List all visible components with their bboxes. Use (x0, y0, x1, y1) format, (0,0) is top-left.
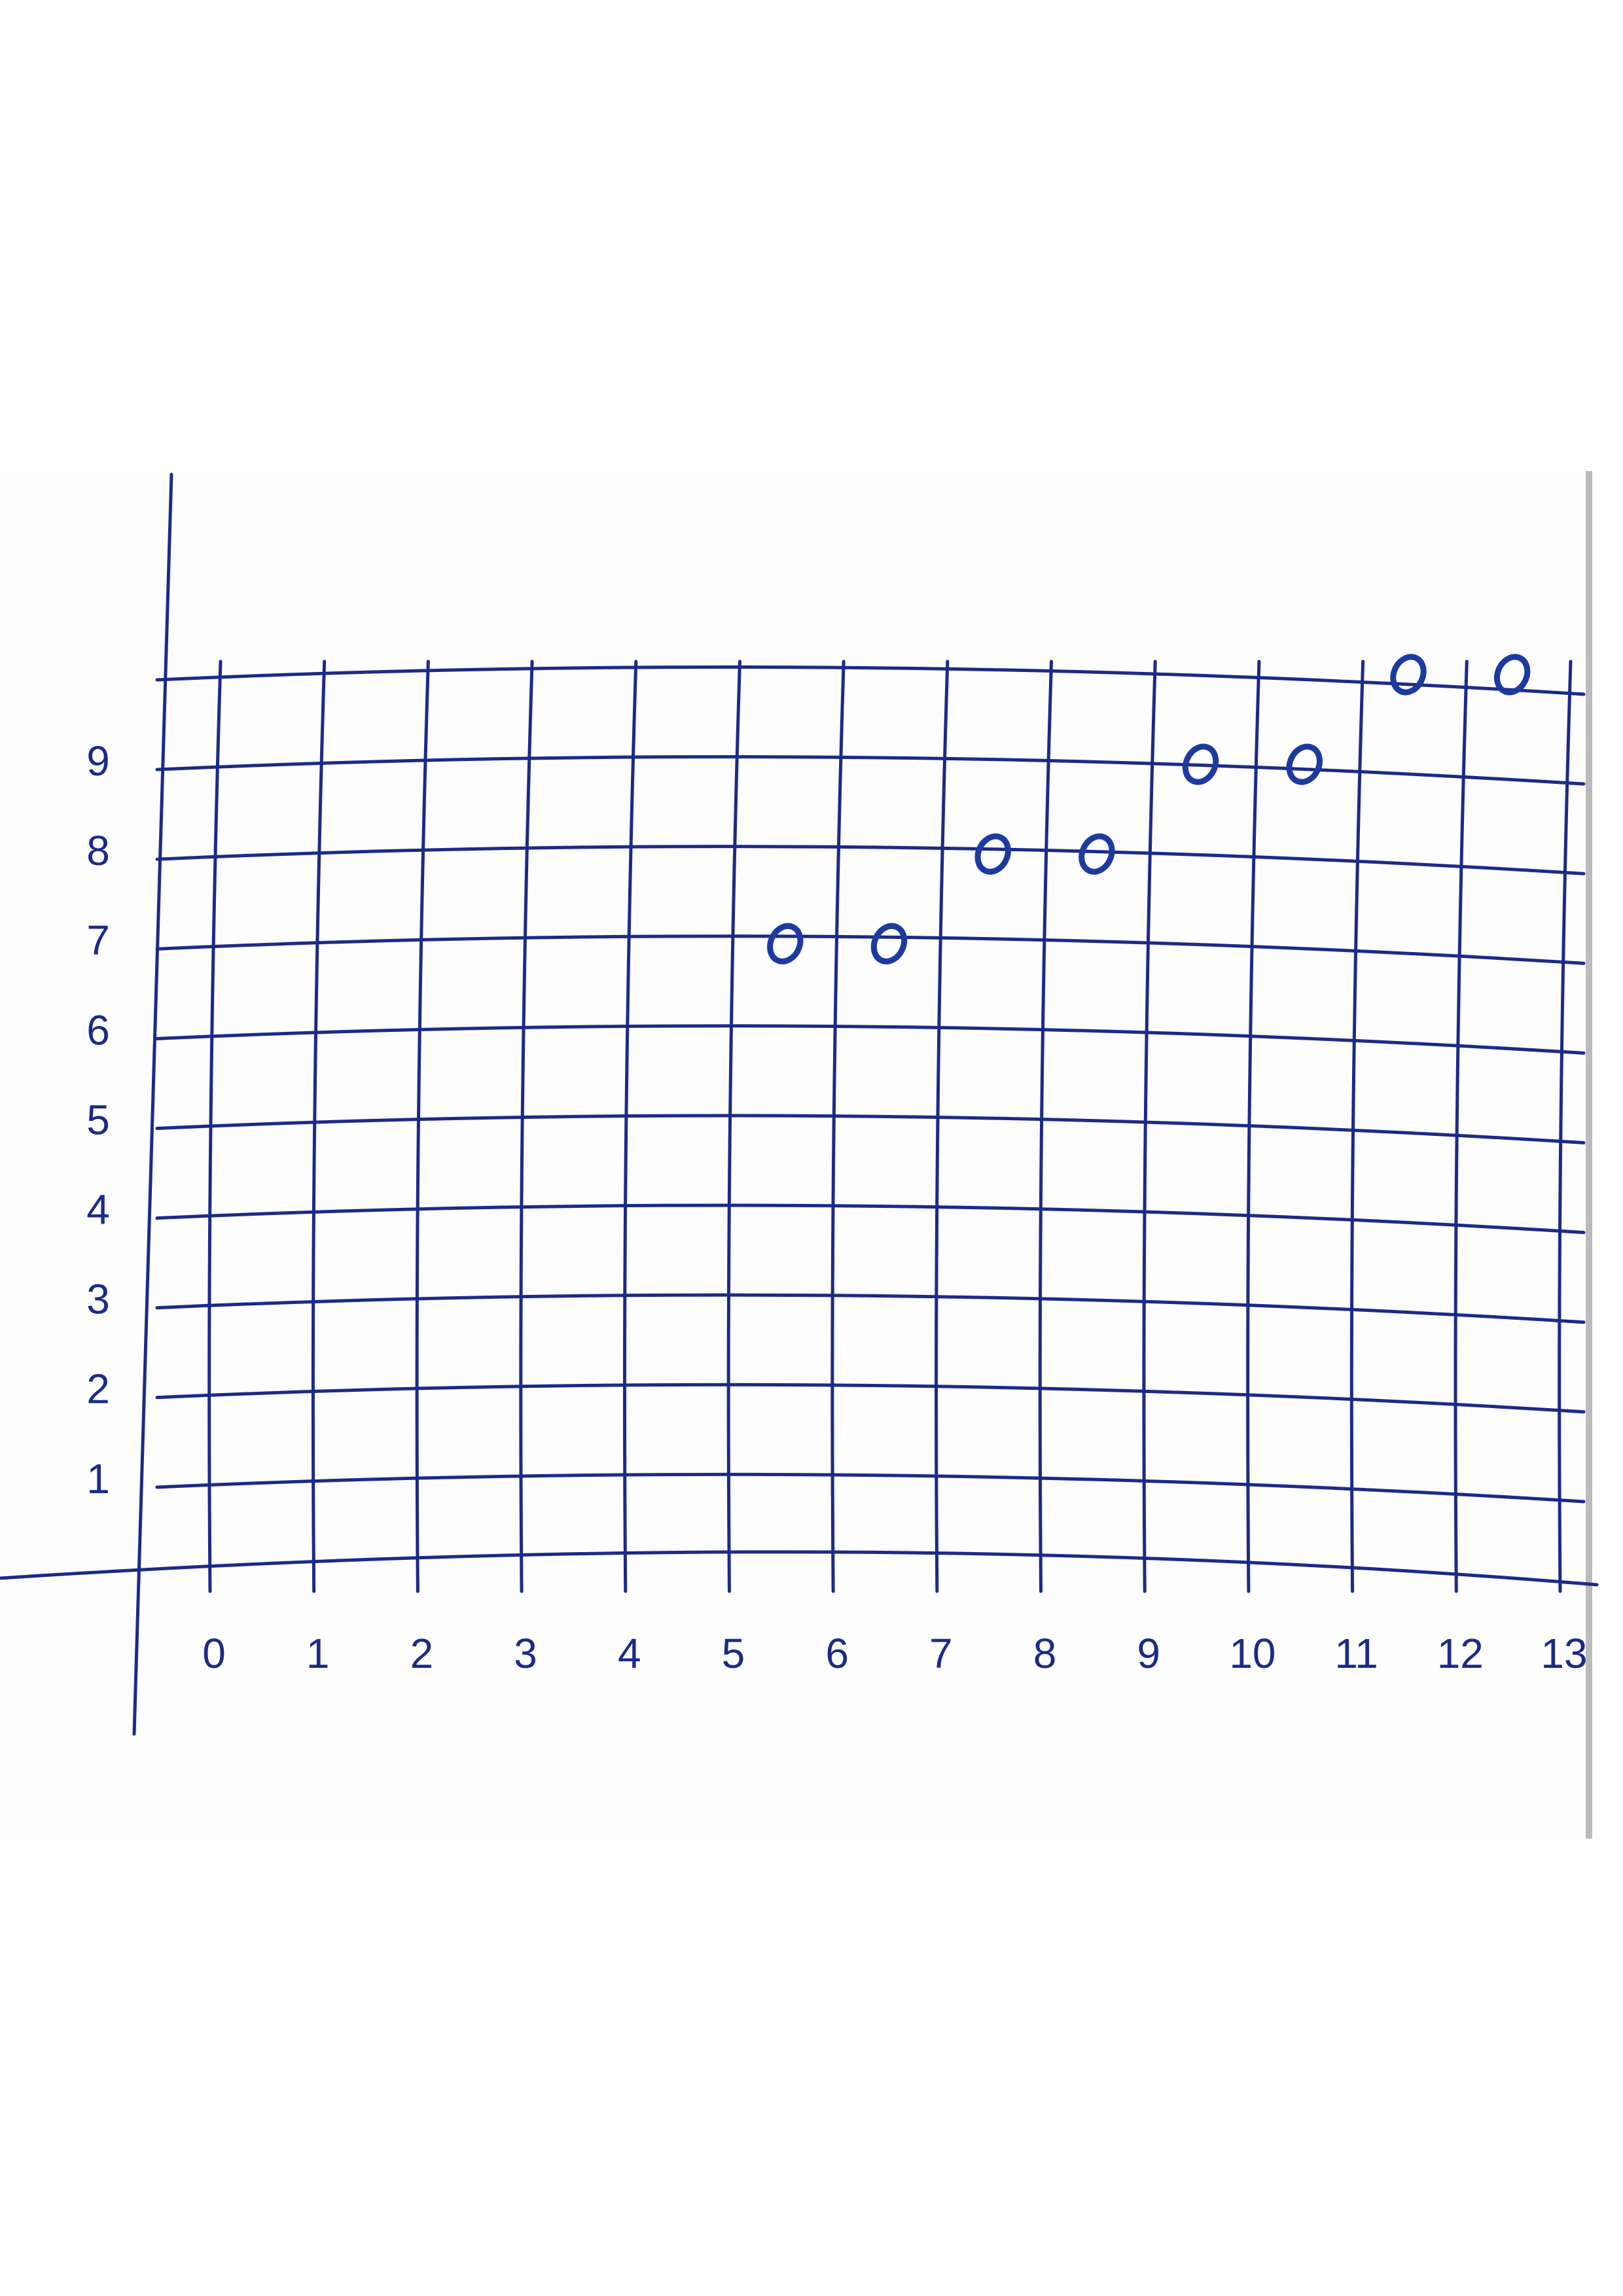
grid-line (311, 660, 327, 1593)
data-point (974, 833, 1011, 875)
data-point (1286, 743, 1323, 785)
grid-line (155, 934, 1586, 965)
grid-line (155, 1203, 1586, 1235)
data-point (1493, 654, 1531, 696)
grid-line (1038, 660, 1054, 1593)
paper (0, 471, 1587, 1839)
y-tick-label: 6 (86, 1006, 110, 1053)
grid-line (155, 1114, 1586, 1144)
x-tick-label: 12 (1437, 1630, 1484, 1677)
data-point (1390, 654, 1427, 696)
y-tick-label: 2 (86, 1366, 110, 1413)
grid-line (207, 660, 223, 1593)
y-tick-label: 9 (86, 737, 110, 785)
grid-line (519, 660, 534, 1593)
grid-line (622, 660, 638, 1593)
x-tick-label: 5 (722, 1630, 745, 1677)
grid-line (155, 1472, 1586, 1504)
x-tick-label: 8 (1033, 1630, 1057, 1677)
y-tick-label: 1 (86, 1455, 110, 1502)
x-tick-label: 7 (929, 1630, 953, 1677)
grid-line (1246, 660, 1261, 1593)
grid-line (1454, 660, 1469, 1593)
x-tick-label: 6 (825, 1630, 849, 1677)
grid-line (1349, 660, 1365, 1593)
x-tick-label: 11 (1334, 1630, 1378, 1677)
x-tick-label: 2 (410, 1630, 434, 1677)
x-tick-label: 3 (514, 1630, 537, 1677)
y-tick-label: 8 (86, 827, 110, 874)
x-tick-label: 13 (1541, 1630, 1587, 1677)
data-point (767, 923, 804, 964)
grid-line (935, 660, 950, 1593)
x-tick-label: 0 (202, 1630, 226, 1677)
x-tick-label: 9 (1137, 1630, 1160, 1677)
grid-line (1142, 660, 1157, 1593)
y-tick-label: 4 (86, 1186, 110, 1233)
data-point (870, 923, 908, 964)
grid-line (155, 1383, 1586, 1414)
grid-line (155, 1293, 1586, 1324)
y-axis-line (132, 472, 173, 1736)
data-point (1182, 743, 1219, 785)
y-tick-label: 5 (86, 1096, 110, 1143)
y-tick-label: 7 (86, 917, 110, 964)
x-tick-label: 4 (618, 1630, 641, 1677)
y-tick-label: 3 (86, 1276, 110, 1323)
grid-line (1558, 660, 1573, 1593)
x-axis-line (0, 1550, 1599, 1587)
grid-line (415, 660, 430, 1593)
x-tick-label: 10 (1229, 1630, 1275, 1677)
x-tick-label: 1 (306, 1630, 330, 1677)
grid-line (726, 660, 741, 1593)
grid-line (155, 1024, 1586, 1055)
data-point (1079, 833, 1115, 875)
grid-line (155, 845, 1586, 875)
grid-line (830, 660, 846, 1593)
